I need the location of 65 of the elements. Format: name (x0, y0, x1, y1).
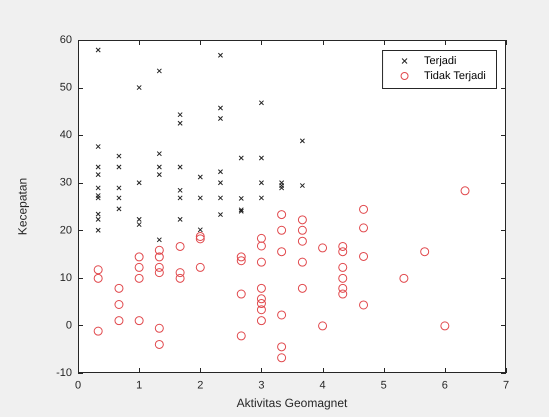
point (218, 116, 224, 122)
point (96, 164, 101, 170)
legend-label: Terjadi (424, 55, 456, 68)
x-tick-label: 6 (442, 380, 448, 392)
point (238, 155, 244, 161)
point (177, 120, 183, 126)
x-tick-label: 5 (380, 380, 387, 392)
point (300, 182, 306, 188)
point (96, 47, 101, 53)
point (278, 182, 284, 188)
point (116, 195, 122, 201)
point (96, 144, 101, 150)
point (96, 228, 101, 233)
point (156, 151, 162, 156)
point (198, 174, 203, 180)
point (96, 195, 101, 201)
point (218, 212, 224, 218)
point (96, 172, 101, 178)
point (96, 192, 101, 198)
y-tick-label: -10 (56, 367, 72, 380)
y-tick-label: 0 (66, 319, 72, 332)
point (156, 172, 162, 178)
y-tick-label: 20 (60, 224, 72, 236)
point (177, 164, 183, 170)
x-tick-label: 3 (258, 380, 264, 392)
point (258, 155, 264, 161)
x-tick-label: 7 (502, 380, 510, 392)
point (136, 84, 142, 90)
x-tick-label: 1 (136, 380, 142, 392)
point (96, 185, 101, 191)
point (218, 169, 224, 174)
point (218, 195, 224, 201)
point (258, 100, 264, 106)
y-tick-label: 40 (60, 129, 72, 142)
point (300, 138, 306, 144)
point (156, 237, 162, 242)
point (218, 105, 224, 111)
x-axis-title: Aktivitas Geomagnet (236, 396, 348, 410)
point (198, 227, 203, 232)
point (116, 206, 122, 212)
y-tick-label: 30 (60, 176, 72, 189)
point (156, 68, 162, 74)
point (116, 185, 122, 191)
x-tick-label: 2 (197, 380, 204, 392)
point (177, 112, 183, 118)
point (218, 180, 224, 186)
x-tick-label: 0 (74, 380, 82, 392)
y-axis-title: Kecepatan (16, 178, 30, 236)
point (177, 188, 183, 193)
x-tick-label: 4 (320, 380, 326, 392)
point (116, 153, 122, 159)
y-tick-label: 10 (60, 272, 72, 284)
point (218, 52, 224, 58)
point (238, 196, 244, 202)
point (258, 180, 264, 186)
point (177, 195, 183, 201)
y-tick-label: 50 (60, 82, 72, 94)
point (177, 216, 183, 222)
y-tick-label: 60 (60, 34, 72, 46)
point (136, 180, 142, 186)
point (156, 164, 162, 170)
point (198, 195, 203, 201)
legend-label: Tidak Terjadi (424, 70, 486, 82)
point (258, 195, 264, 201)
point (116, 164, 122, 170)
